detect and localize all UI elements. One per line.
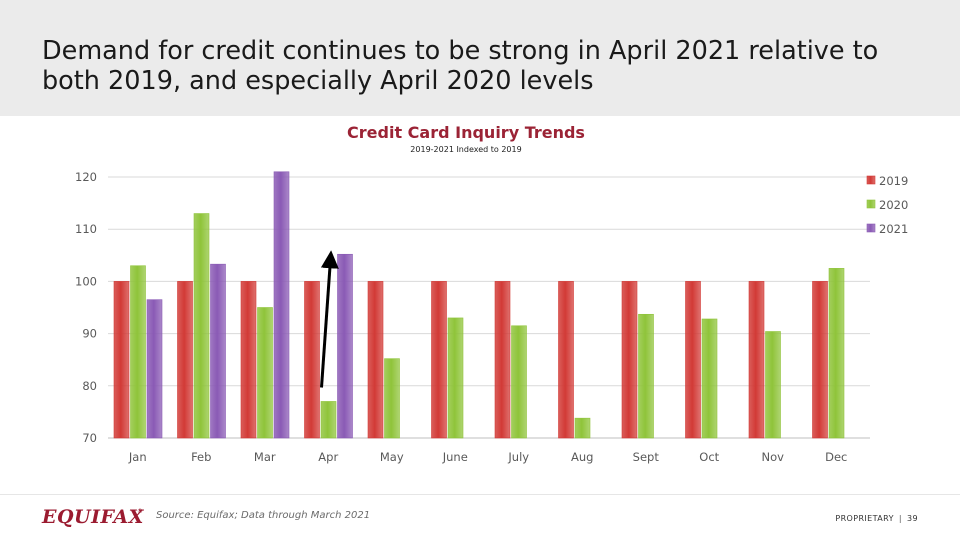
bar-2020-mar: [257, 307, 273, 439]
bar-2019-jan: [113, 281, 130, 439]
registered-mark: ®: [137, 508, 143, 515]
bar-2020-feb: [193, 213, 210, 439]
bar-2019-nov: [748, 281, 765, 439]
x-tick-label: Dec: [825, 450, 847, 464]
page-number: 39: [907, 514, 918, 523]
bar-2020-june: [447, 317, 464, 439]
proprietary-label: PROPRIETARY | 39: [835, 514, 918, 523]
legend-label-2021: 2021: [879, 222, 908, 236]
bar-2020-nov: [765, 331, 781, 439]
proprietary-text: PROPRIETARY: [835, 514, 894, 523]
bar-2019-dec: [812, 281, 828, 439]
bar-2019-mar: [240, 281, 257, 439]
x-tick-label: Feb: [191, 450, 211, 464]
x-tick-label: Jan: [128, 450, 147, 464]
title-band: [0, 0, 960, 116]
bar-2020-aug: [574, 417, 591, 439]
x-tick-label: July: [507, 450, 529, 464]
chart-subtitle: 2019-2021 Indexed to 2019: [410, 145, 522, 154]
bar-2021-apr: [337, 253, 353, 439]
bar-2020-may: [384, 358, 400, 439]
x-tick-label: Mar: [254, 450, 276, 464]
legend-swatch-2020: [866, 199, 876, 209]
legend-label-2020: 2020: [879, 198, 908, 212]
bar-2019-feb: [177, 281, 193, 439]
footer-divider: [0, 494, 960, 495]
bar-2021-mar: [273, 171, 290, 439]
slide-title: Demand for credit continues to be strong…: [42, 36, 879, 96]
x-tick-label: Oct: [699, 450, 719, 464]
bar-2020-july: [511, 325, 527, 439]
y-tick-label: 110: [75, 222, 97, 236]
x-tick-label: June: [442, 450, 468, 464]
bar-2019-june: [431, 281, 447, 439]
y-tick-label: 120: [75, 170, 97, 184]
bar-2019-sept: [621, 281, 638, 439]
equifax-logo: EQUIFAX: [42, 506, 144, 528]
x-tick-label: May: [380, 450, 404, 464]
legend-label-2019: 2019: [879, 174, 908, 188]
y-tick-label: 90: [82, 327, 97, 341]
bar-2019-may: [367, 281, 384, 439]
x-tick-label: Sept: [633, 450, 660, 464]
bar-2019-oct: [685, 281, 701, 439]
bar-2019-july: [494, 281, 511, 439]
source-note: Source: Equifax; Data through March 2021: [156, 510, 371, 521]
x-tick-label: Nov: [762, 450, 785, 464]
credit-card-inquiry-chart: 70 80 90 100 110 120 Jan Feb Mar Apr May June July Au…: [75, 170, 908, 464]
bar-2021-jan: [146, 299, 163, 439]
x-tick-label: Apr: [318, 450, 338, 464]
y-tick-label: 100: [75, 274, 97, 288]
legend-swatch-2021: [866, 223, 876, 233]
y-tick-label: 70: [82, 431, 97, 445]
legend-swatch-2019: [866, 175, 876, 185]
bar-2019-aug: [558, 281, 574, 439]
footer-separator: |: [898, 514, 903, 523]
chart-title: Credit Card Inquiry Trends: [347, 123, 585, 142]
bar-2020-dec: [828, 268, 845, 439]
bar-2020-oct: [701, 318, 718, 439]
bar-2020-jan: [130, 265, 146, 439]
bar-2020-sept: [638, 313, 654, 439]
bar-2021-feb: [210, 263, 226, 439]
bar-2020-apr: [320, 401, 337, 439]
annotation-arrow: [320, 250, 339, 388]
bar-2019-apr: [304, 281, 320, 439]
x-tick-label: Aug: [571, 450, 593, 464]
y-tick-label: 80: [82, 379, 97, 393]
